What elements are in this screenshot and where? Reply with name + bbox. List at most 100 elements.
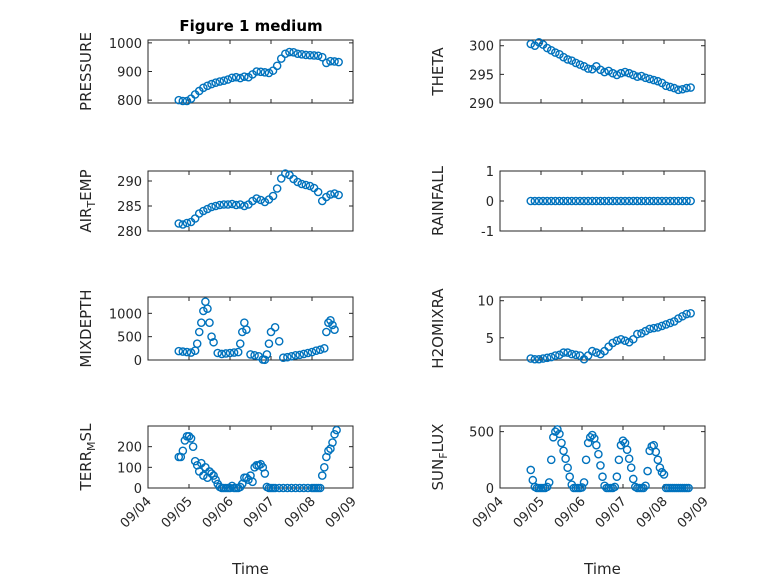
data-point (260, 355, 270, 365)
data-point (600, 67, 609, 77)
data-point (283, 483, 292, 493)
y-tick-label: 0 (134, 354, 142, 369)
data-point (330, 325, 339, 334)
data-point (182, 218, 192, 228)
y-tick-label: 300 (469, 40, 494, 55)
data-point (674, 196, 683, 206)
data-point (184, 432, 194, 441)
data-point (686, 309, 695, 318)
data-series (526, 309, 695, 364)
data-point (592, 440, 601, 450)
y-tick-label: 10 (477, 295, 494, 310)
data-point (315, 483, 325, 493)
data-point (278, 483, 288, 493)
data-point (546, 196, 556, 206)
data-point (223, 75, 233, 84)
data-point (682, 309, 691, 319)
data-point (186, 434, 196, 443)
data-point (596, 65, 605, 75)
data-point (203, 81, 212, 91)
data-point (620, 67, 630, 77)
data-point (612, 336, 622, 346)
data-point (330, 189, 339, 198)
data-point (665, 196, 675, 206)
data-point (317, 52, 327, 62)
x-tick-label: 09/08 (282, 494, 319, 531)
data-point (322, 327, 331, 337)
data-point (213, 348, 222, 358)
data-point (608, 196, 618, 206)
data-point (313, 51, 323, 61)
y-tick-label: 1000 (109, 37, 142, 52)
data-series (526, 37, 695, 95)
data-point (553, 425, 562, 434)
data-point (297, 50, 307, 59)
data-point (653, 76, 663, 86)
data-point (538, 354, 548, 363)
data-point (203, 304, 212, 313)
axes-box (499, 425, 706, 489)
data-point (272, 61, 282, 71)
data-point (546, 46, 556, 55)
data-point (233, 347, 243, 357)
data-point (182, 96, 192, 106)
data-point (274, 337, 284, 346)
x-axis-label: Time (583, 560, 621, 578)
data-point (319, 344, 329, 353)
data-point (561, 454, 570, 463)
data-point (657, 321, 667, 331)
data-point (542, 196, 552, 206)
data-point (628, 196, 638, 206)
data-point (326, 56, 335, 66)
y-tick-label: 290 (469, 97, 494, 112)
data-point (270, 483, 280, 493)
data-point (641, 326, 650, 336)
data-point (330, 57, 339, 66)
x-tick-label: 09/04 (118, 494, 155, 531)
data-point (174, 219, 184, 228)
data-point (260, 469, 270, 478)
data-point (332, 425, 341, 435)
data-point (268, 191, 278, 201)
data-point (301, 50, 311, 60)
data-point (643, 466, 652, 476)
data-point (322, 58, 331, 68)
data-point (665, 318, 675, 328)
data-point (186, 348, 196, 357)
data-point (559, 348, 568, 357)
data-point (526, 465, 536, 475)
data-point (571, 58, 581, 68)
data-point (618, 436, 628, 445)
data-point (616, 68, 626, 78)
y-tick-label: 1 (486, 165, 494, 180)
data-point (207, 79, 216, 89)
data-point (242, 473, 251, 482)
data-point (534, 196, 544, 206)
data-point (178, 446, 188, 456)
y-tick-label: 0 (486, 482, 494, 497)
data-point (596, 461, 605, 470)
data-point (544, 478, 554, 487)
data-point (674, 85, 683, 95)
data-point (231, 72, 241, 82)
data-point (567, 56, 577, 65)
data-point (299, 349, 309, 359)
data-point (555, 429, 564, 439)
data-series (526, 196, 695, 206)
data-point (641, 196, 650, 206)
data-point (678, 84, 687, 94)
data-point (612, 196, 622, 206)
data-point (587, 196, 597, 206)
data-point (557, 438, 566, 448)
data-point (575, 196, 585, 206)
data-point (581, 455, 591, 465)
data-point (551, 196, 560, 206)
data-point (649, 196, 659, 206)
data-point (651, 447, 661, 457)
data-point (305, 181, 315, 191)
data-point (328, 438, 337, 447)
data-point (295, 483, 305, 493)
data-point (235, 339, 245, 348)
data-point (219, 76, 229, 85)
data-point (579, 478, 589, 487)
